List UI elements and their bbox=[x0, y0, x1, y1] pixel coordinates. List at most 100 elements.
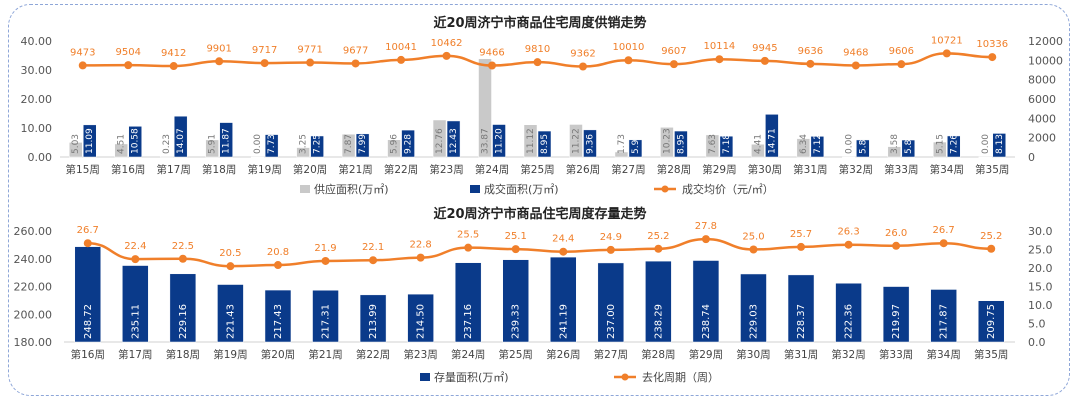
bar bbox=[583, 129, 597, 158]
line-point bbox=[654, 244, 663, 253]
y-right-tick: 0 bbox=[1028, 151, 1035, 164]
bar bbox=[492, 124, 506, 158]
y-left-tick: 220.00 bbox=[14, 281, 53, 294]
line-data-label: 25.2 bbox=[647, 231, 669, 242]
line-point bbox=[987, 244, 996, 253]
bar bbox=[523, 124, 538, 158]
bar bbox=[82, 124, 97, 158]
x-tick-label: 第16周 bbox=[71, 348, 105, 361]
line-point bbox=[533, 58, 542, 67]
bar bbox=[68, 142, 83, 158]
line-data-label: 22.5 bbox=[172, 241, 194, 252]
y-right-tick: 5.0 bbox=[1028, 318, 1046, 331]
bar-data-label: 9.36 bbox=[585, 134, 595, 154]
line-point bbox=[351, 59, 360, 68]
bar bbox=[901, 139, 916, 158]
bar-data-label: 3.58 bbox=[890, 134, 900, 154]
line-point bbox=[83, 239, 92, 248]
y-right-tick: 12000 bbox=[1028, 35, 1063, 48]
bar bbox=[692, 260, 720, 343]
bar-data-label: 4.51 bbox=[117, 134, 127, 154]
bar-data-label: 219.97 bbox=[891, 304, 902, 339]
bar bbox=[122, 265, 149, 343]
y-left-tick: 0.00 bbox=[28, 151, 53, 164]
bar-data-label: 4.41 bbox=[753, 134, 763, 154]
line-point bbox=[851, 61, 860, 70]
bar-data-label: 12.76 bbox=[435, 128, 445, 154]
legend-label: 去化周期（周） bbox=[642, 370, 719, 384]
bar bbox=[835, 282, 862, 343]
legend-label: 成交均价（元/㎡） bbox=[682, 182, 774, 196]
bar-data-label: 5.88 bbox=[858, 134, 868, 154]
bar bbox=[740, 273, 767, 343]
line-data-label: 26.7 bbox=[77, 225, 99, 236]
bar-data-label: 0.00 bbox=[253, 134, 263, 154]
bar-data-label: 7.25 bbox=[313, 134, 323, 154]
x-tick-label: 第18周 bbox=[166, 348, 200, 361]
line-point bbox=[606, 245, 615, 254]
line-point bbox=[669, 60, 678, 69]
y-left-tick: 30.00 bbox=[21, 64, 53, 77]
bar bbox=[387, 139, 401, 158]
bar bbox=[933, 141, 947, 158]
line-data-label: 9945 bbox=[752, 43, 777, 54]
line-data-label: 26.7 bbox=[933, 225, 955, 236]
bar-data-label: 3.25 bbox=[299, 134, 309, 154]
line-data-label: 9717 bbox=[252, 45, 277, 56]
bar-data-label: 8.95 bbox=[676, 134, 686, 154]
chart-title: 近20周济宁市商品住宅周度供销走势 bbox=[433, 15, 646, 31]
bar-data-label: 235.11 bbox=[130, 304, 141, 339]
bar bbox=[645, 260, 672, 343]
line-point bbox=[715, 55, 724, 64]
bar-data-label: 1.73 bbox=[617, 134, 627, 154]
line-point bbox=[442, 51, 451, 60]
y-right-tick: 10000 bbox=[1028, 54, 1063, 67]
x-tick-label: 第23周 bbox=[403, 348, 437, 361]
line-data-label: 9810 bbox=[525, 44, 550, 55]
bar-data-label: 7.26 bbox=[949, 134, 959, 154]
y-left-tick: 180.00 bbox=[14, 336, 53, 349]
bar-data-label: 213.99 bbox=[368, 304, 379, 339]
bar-data-label: 0.00 bbox=[981, 134, 991, 154]
bar-data-label: 209.75 bbox=[986, 304, 997, 339]
y-right-tick: 0.0 bbox=[1028, 336, 1046, 349]
line-point bbox=[559, 247, 568, 256]
x-tick-label: 第30周 bbox=[748, 163, 782, 176]
line-point bbox=[260, 59, 269, 68]
bar-data-label: 10.23 bbox=[662, 128, 672, 154]
line-point bbox=[624, 56, 633, 65]
line-point bbox=[511, 245, 520, 254]
legend-label: 供应面积(万㎡) bbox=[314, 182, 389, 196]
bar-data-label: 229.03 bbox=[748, 304, 759, 339]
bar bbox=[359, 294, 387, 343]
x-tick-label: 第19周 bbox=[247, 163, 281, 176]
bar-data-label: 7.73 bbox=[267, 134, 277, 154]
x-tick-label: 第21周 bbox=[338, 163, 372, 176]
line-data-label: 10041 bbox=[385, 42, 417, 53]
line-point bbox=[942, 49, 951, 58]
y-left-tick: 10.00 bbox=[21, 122, 53, 135]
bar bbox=[446, 120, 461, 158]
bar-data-label: 241.19 bbox=[558, 304, 569, 339]
x-tick-label: 第32周 bbox=[839, 163, 873, 176]
bar bbox=[407, 293, 434, 343]
x-tick-label: 第32周 bbox=[831, 348, 865, 361]
bar-data-label: 228.37 bbox=[796, 304, 807, 339]
line-point bbox=[397, 55, 406, 64]
x-tick-label: 第29周 bbox=[702, 163, 736, 176]
x-tick-label: 第17周 bbox=[118, 348, 152, 361]
line-data-label: 9636 bbox=[798, 46, 823, 57]
bar-data-label: 0.00 bbox=[844, 134, 854, 154]
line-data-label: 9606 bbox=[889, 46, 914, 57]
line-data-label: 9504 bbox=[115, 47, 140, 58]
bar bbox=[159, 156, 174, 158]
bar-data-label: 33.87 bbox=[481, 128, 491, 154]
bar bbox=[887, 146, 902, 158]
x-tick-label: 第28周 bbox=[657, 163, 691, 176]
line-point bbox=[488, 61, 497, 70]
x-tick-label: 第19周 bbox=[213, 348, 247, 361]
line-point bbox=[701, 235, 710, 244]
bar-data-label: 11.12 bbox=[526, 128, 536, 154]
line-point bbox=[306, 58, 315, 67]
bar bbox=[978, 156, 993, 158]
